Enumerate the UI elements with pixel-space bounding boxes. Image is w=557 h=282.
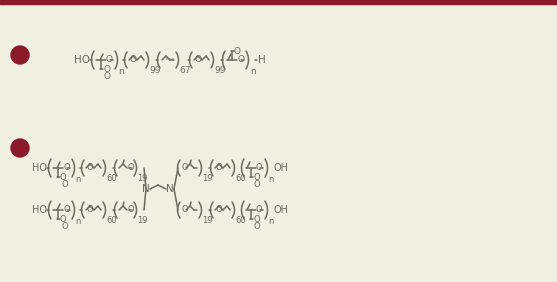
- Text: O: O: [216, 164, 222, 173]
- Text: 19: 19: [137, 174, 148, 183]
- Text: O: O: [129, 56, 136, 65]
- Text: O: O: [127, 204, 134, 213]
- Text: 60: 60: [106, 174, 116, 183]
- Text: O: O: [87, 206, 94, 215]
- Text: n: n: [250, 67, 256, 76]
- Text: ~: ~: [165, 52, 175, 65]
- Text: 19: 19: [202, 174, 213, 183]
- Text: N: N: [166, 184, 174, 194]
- Text: A: A: [16, 49, 25, 61]
- Circle shape: [11, 139, 29, 157]
- Text: O: O: [60, 215, 67, 224]
- Text: OH: OH: [274, 205, 289, 215]
- Text: n: n: [75, 175, 80, 184]
- Text: O: O: [254, 222, 261, 231]
- Text: O: O: [256, 164, 262, 173]
- Text: 99: 99: [214, 66, 226, 75]
- Text: 99: 99: [149, 66, 160, 75]
- Text: O: O: [254, 180, 261, 189]
- Text: O: O: [256, 206, 262, 215]
- Text: n: n: [268, 175, 273, 184]
- Text: HO: HO: [74, 55, 90, 65]
- Text: 60: 60: [235, 174, 246, 183]
- Circle shape: [11, 46, 29, 64]
- Text: N: N: [142, 184, 150, 194]
- Text: O: O: [234, 47, 241, 56]
- Text: O: O: [61, 180, 67, 189]
- Text: HO: HO: [32, 205, 47, 215]
- Text: O: O: [61, 222, 67, 231]
- Text: n: n: [268, 217, 273, 226]
- Text: O: O: [194, 56, 202, 65]
- Text: O: O: [87, 164, 94, 173]
- Text: O: O: [253, 173, 260, 182]
- Text: HO: HO: [32, 163, 47, 173]
- Text: O: O: [182, 206, 189, 215]
- Text: 67: 67: [179, 66, 190, 75]
- Text: O: O: [106, 56, 113, 65]
- Text: 60: 60: [106, 216, 116, 225]
- Text: n: n: [118, 67, 124, 76]
- Text: O: O: [104, 72, 111, 81]
- Text: O: O: [63, 164, 70, 173]
- Text: O: O: [182, 164, 189, 173]
- Text: O: O: [253, 215, 260, 224]
- Text: OH: OH: [274, 163, 289, 173]
- Text: H: H: [258, 55, 266, 65]
- Bar: [0, 0, 557, 4]
- Text: 60: 60: [235, 216, 246, 225]
- Text: O: O: [216, 206, 222, 215]
- Text: O: O: [127, 162, 134, 171]
- Text: O: O: [60, 173, 67, 182]
- Text: 19: 19: [137, 216, 148, 225]
- Text: B: B: [16, 142, 25, 155]
- Text: O: O: [63, 206, 70, 215]
- Text: O: O: [103, 65, 110, 74]
- Text: 19: 19: [202, 216, 213, 225]
- Text: n: n: [75, 217, 80, 226]
- Text: O: O: [237, 56, 244, 65]
